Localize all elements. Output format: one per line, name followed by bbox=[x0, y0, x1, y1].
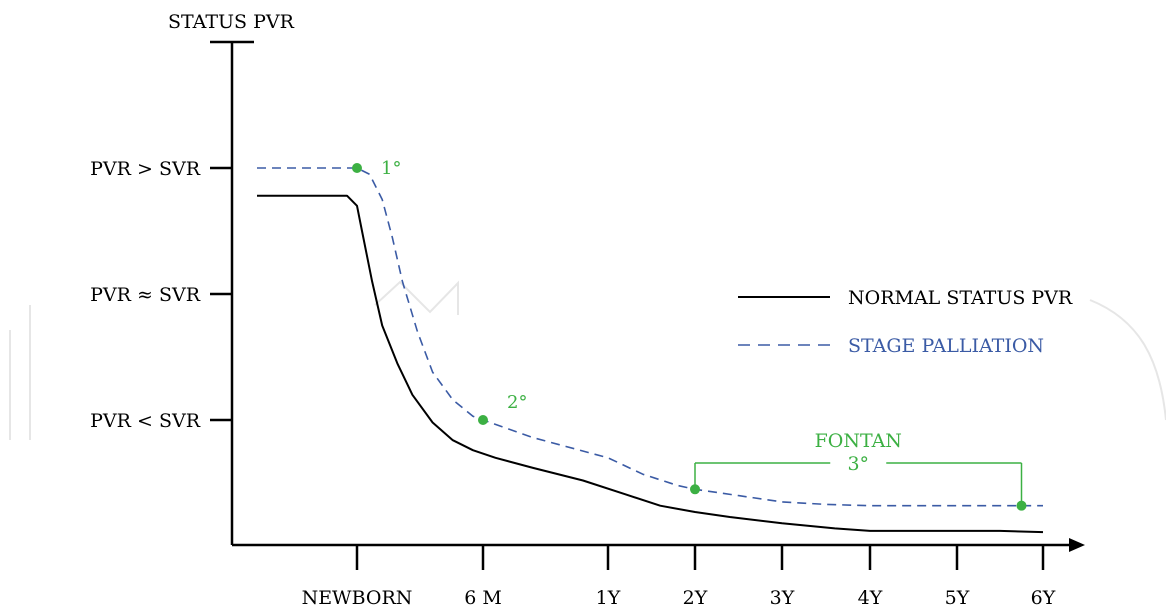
x-tick-label: 4Y bbox=[858, 587, 883, 609]
x-tick-label: 3Y bbox=[770, 587, 795, 609]
y-tick-label: PVR > SVR bbox=[90, 158, 201, 180]
stage-point bbox=[1016, 500, 1027, 511]
y-tick-label: PVR ≈ SVR bbox=[90, 284, 201, 306]
stage-label: 1° bbox=[381, 158, 401, 179]
y-tick-label: PVR < SVR bbox=[90, 410, 201, 432]
x-tick-label: 6Y bbox=[1031, 587, 1056, 609]
x-tick-label: 1Y bbox=[596, 587, 621, 609]
x-tick-label: 5Y bbox=[945, 587, 970, 609]
bracket-label: FONTAN bbox=[815, 430, 902, 452]
legend-label-palliation: STAGE PALLIATION bbox=[848, 335, 1044, 357]
series-layer bbox=[257, 167, 1044, 534]
bracket-sublabel: 3° bbox=[847, 453, 869, 475]
x-tick-label: 2Y bbox=[683, 587, 708, 609]
stage-point bbox=[478, 415, 488, 425]
series-line-normal bbox=[257, 194, 1044, 534]
stage-point bbox=[352, 163, 362, 173]
watermark-outline bbox=[9, 280, 1166, 440]
x-tick-label: 6 M bbox=[464, 587, 502, 609]
y-axis-title: STATUS PVR bbox=[168, 11, 295, 33]
axes: PVR > SVR PVR ≈ SVR PVR < SVR NEWBORN 6 M 1Y 2… bbox=[90, 40, 1085, 609]
stage-label: 2° bbox=[507, 392, 527, 413]
x-axis-arrow bbox=[1069, 538, 1085, 552]
series-line-palliation bbox=[257, 167, 1043, 507]
legend: NORMAL STATUS PVR STAGE PALLIATION bbox=[738, 287, 1073, 357]
x-tick-label: NEWBORN bbox=[302, 587, 413, 609]
fontan-start-point bbox=[690, 484, 700, 495]
legend-label-normal: NORMAL STATUS PVR bbox=[848, 287, 1073, 309]
